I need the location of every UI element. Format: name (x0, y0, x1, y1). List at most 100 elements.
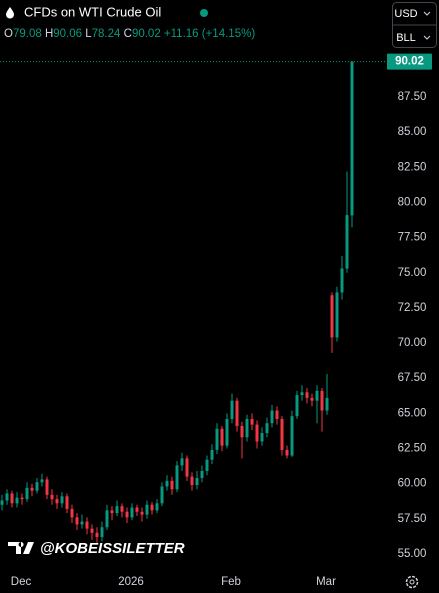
candle-body (205, 459, 209, 471)
candle-body (225, 418, 229, 446)
candle-body (60, 496, 64, 504)
candle-body (170, 480, 174, 490)
candle-body (110, 510, 114, 514)
watermark-logo (8, 542, 34, 554)
candle-body (210, 449, 214, 460)
candle-body (305, 392, 309, 398)
y-tick-label: 87.50 (398, 91, 427, 103)
candle-body (215, 428, 219, 450)
y-tick-label: 67.50 (398, 372, 427, 384)
candle-body (115, 506, 119, 514)
candle-body (70, 508, 74, 518)
ohlc-value: 79.08 (13, 28, 42, 40)
candle-body (190, 476, 194, 486)
candle-body (255, 424, 259, 442)
y-tick-label: 60.00 (398, 478, 427, 490)
candle-body (265, 423, 269, 434)
candle-body (325, 397, 329, 411)
candle-body (180, 458, 184, 466)
candle-body (185, 458, 189, 477)
candle-body (245, 418, 249, 438)
candle-body (270, 410, 274, 424)
candle-body (80, 521, 84, 525)
candle-body (40, 479, 44, 483)
candle-body (310, 397, 314, 401)
watermark: @KOBEISSILETTER (8, 540, 185, 557)
candle-body (35, 482, 39, 491)
gear-outer (405, 575, 419, 589)
candle-body (150, 504, 154, 511)
candle-body (45, 479, 49, 495)
y-tick-label: 62.50 (398, 443, 427, 455)
candle-body (345, 215, 349, 269)
candle-body (100, 527, 104, 538)
candle-body (25, 487, 29, 500)
change: +11.16 (164, 28, 199, 40)
candle-body (85, 521, 89, 529)
unit-button[interactable]: BLL (396, 32, 416, 44)
candle-body (280, 418, 284, 450)
candle-body (240, 426, 244, 438)
x-tick-label: Dec (11, 576, 32, 588)
plot-area: 55.00 57.50 60.00 62.50 65.00 67.50 70.00 72.50… (0, 53, 432, 588)
candle-body (15, 497, 19, 504)
candle-body (95, 532, 99, 538)
x-tick-label: Mar (316, 576, 336, 588)
candle-body (335, 292, 339, 338)
candle-body (350, 61, 354, 216)
candle-body (295, 395, 299, 417)
y-tick-label: 77.50 (398, 232, 427, 244)
y-tick-label: 85.00 (398, 126, 427, 138)
candle-body (250, 418, 254, 425)
candle-body (175, 465, 179, 490)
candle-body (50, 494, 54, 500)
candle-body (340, 268, 344, 293)
dropdown-arrows (423, 11, 431, 40)
watermark-text: @KOBEISSILETTER (40, 540, 185, 557)
y-tick-label: 75.00 (398, 267, 427, 279)
candle-body (120, 506, 124, 512)
y-tick-label: 70.00 (398, 337, 427, 349)
x-tick-label: 2026 (118, 576, 144, 588)
candle-body (140, 511, 144, 515)
candle-body (220, 428, 224, 446)
ohlc-letter: L (85, 28, 92, 40)
candle-body (105, 510, 109, 528)
gear-inner (409, 579, 415, 585)
chart-title: CFDs on WTI Crude Oil (24, 4, 161, 19)
ohlc-letter: H (45, 28, 53, 40)
candle-body (195, 478, 199, 486)
candle-body (145, 504, 149, 515)
last-price-label: 90.02 (395, 56, 424, 68)
candle-body (330, 295, 334, 338)
ohlc-legend: O79.08 H90.06 L78.24 C90.02 +11.16 (+14.… (4, 28, 255, 40)
y-tick-label: 65.00 (398, 407, 427, 419)
candle-body (30, 487, 34, 491)
y-tick-label: 55.00 (398, 548, 427, 560)
candle-body (10, 493, 14, 504)
y-tick-label: 82.50 (398, 161, 427, 173)
candle-body (5, 493, 9, 501)
x-tick-label: Feb (221, 576, 241, 588)
candle-body (285, 449, 289, 456)
candle-body (55, 499, 59, 504)
status-dot (200, 9, 208, 17)
candle-body (320, 390, 324, 411)
currency-button[interactable]: USD (394, 8, 417, 20)
candle-body (0, 500, 4, 505)
candle-body (200, 470, 204, 479)
candle-body (20, 497, 24, 500)
candle-body (155, 503, 159, 511)
candle-body (290, 416, 294, 456)
ohlc-letter: O (4, 28, 13, 40)
last-price-box (387, 53, 432, 70)
candle-body (300, 392, 304, 396)
y-tick-label: 80.00 (398, 196, 427, 208)
candle-body (65, 496, 69, 509)
candle-body (130, 507, 134, 518)
candle-body (260, 433, 264, 442)
settings-icon[interactable] (405, 575, 419, 589)
